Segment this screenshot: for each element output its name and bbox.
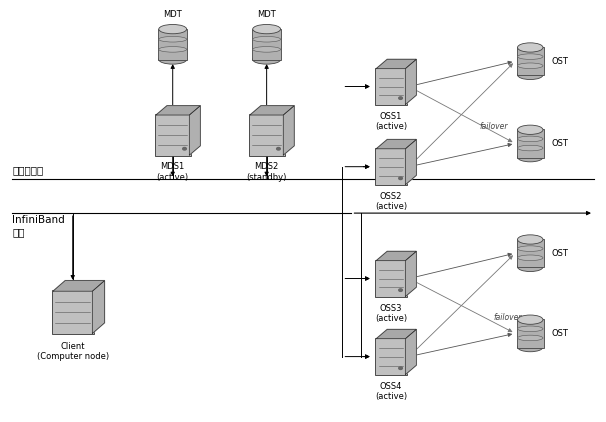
Text: OST: OST <box>551 139 568 148</box>
Ellipse shape <box>518 246 543 252</box>
FancyBboxPatch shape <box>375 148 407 185</box>
Circle shape <box>276 147 280 150</box>
Ellipse shape <box>518 326 543 332</box>
Text: MDT: MDT <box>258 10 276 19</box>
Polygon shape <box>405 59 416 104</box>
Ellipse shape <box>253 24 281 34</box>
Polygon shape <box>92 281 104 333</box>
Text: InfiniBand
架构: InfiniBand 架构 <box>12 215 65 237</box>
FancyBboxPatch shape <box>517 129 544 157</box>
Text: MDS1
(active): MDS1 (active) <box>156 162 189 182</box>
Polygon shape <box>376 59 416 68</box>
Text: OST: OST <box>551 329 568 338</box>
Text: OSS1
(active): OSS1 (active) <box>375 112 407 131</box>
FancyBboxPatch shape <box>375 260 407 297</box>
FancyBboxPatch shape <box>517 319 544 348</box>
Ellipse shape <box>518 125 543 134</box>
Ellipse shape <box>518 63 543 68</box>
Ellipse shape <box>253 46 281 52</box>
Polygon shape <box>284 106 295 155</box>
Polygon shape <box>405 329 416 375</box>
Ellipse shape <box>518 343 543 352</box>
Text: OSS3
(active): OSS3 (active) <box>375 304 407 323</box>
Circle shape <box>399 97 402 99</box>
Polygon shape <box>376 251 416 260</box>
Polygon shape <box>405 139 416 185</box>
Polygon shape <box>250 106 295 115</box>
Circle shape <box>399 289 402 291</box>
FancyBboxPatch shape <box>517 239 544 268</box>
FancyBboxPatch shape <box>155 114 190 156</box>
Polygon shape <box>376 329 416 338</box>
FancyBboxPatch shape <box>517 47 544 75</box>
Ellipse shape <box>253 55 281 64</box>
Circle shape <box>399 177 402 179</box>
Ellipse shape <box>159 55 187 64</box>
FancyBboxPatch shape <box>158 29 187 60</box>
FancyBboxPatch shape <box>52 290 93 334</box>
Polygon shape <box>53 281 104 291</box>
Text: failover: failover <box>493 313 522 322</box>
Text: Client
(Computer node): Client (Computer node) <box>36 342 109 361</box>
Text: OST: OST <box>551 249 568 258</box>
Ellipse shape <box>518 70 543 79</box>
FancyBboxPatch shape <box>375 338 407 376</box>
Text: MDS2
(standby): MDS2 (standby) <box>247 162 287 182</box>
Ellipse shape <box>518 43 543 52</box>
Circle shape <box>182 147 187 150</box>
Ellipse shape <box>518 136 543 142</box>
Text: MDT: MDT <box>164 10 182 19</box>
Polygon shape <box>189 106 200 155</box>
FancyBboxPatch shape <box>252 29 281 60</box>
Text: 千兆以太网: 千兆以太网 <box>12 165 44 175</box>
Polygon shape <box>156 106 200 115</box>
FancyBboxPatch shape <box>375 68 407 105</box>
Polygon shape <box>376 139 416 149</box>
FancyBboxPatch shape <box>248 114 285 156</box>
Ellipse shape <box>518 315 543 324</box>
Ellipse shape <box>159 46 187 52</box>
Text: OST: OST <box>551 57 568 66</box>
Circle shape <box>399 367 402 370</box>
Text: OSS2
(active): OSS2 (active) <box>375 192 407 211</box>
Ellipse shape <box>518 145 543 151</box>
Ellipse shape <box>518 335 543 341</box>
Ellipse shape <box>159 24 187 34</box>
Ellipse shape <box>253 36 281 42</box>
Ellipse shape <box>518 152 543 162</box>
Ellipse shape <box>518 235 543 244</box>
Ellipse shape <box>518 255 543 260</box>
Ellipse shape <box>159 36 187 42</box>
Polygon shape <box>405 251 416 296</box>
Ellipse shape <box>518 54 543 60</box>
Text: OSS4
(active): OSS4 (active) <box>375 382 407 401</box>
Ellipse shape <box>518 262 543 272</box>
Text: failover: failover <box>479 122 508 131</box>
